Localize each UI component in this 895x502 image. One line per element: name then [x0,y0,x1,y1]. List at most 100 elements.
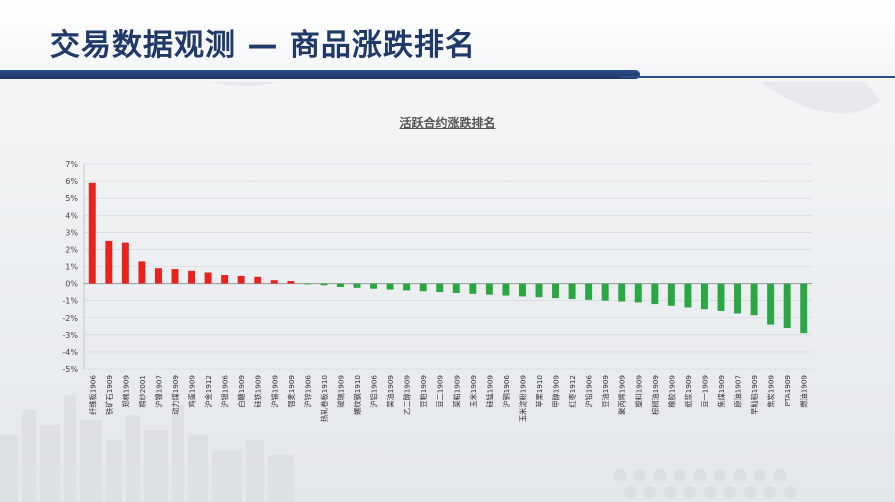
bar [138,261,146,284]
x-tick-label: 沪银1906 [221,375,230,408]
x-tick-label: 铁矿石1909 [105,375,114,415]
x-tick-label: 纤维板1906 [88,375,97,415]
x-tick-label: PTA1909 [783,375,792,407]
y-tick-label: 4% [65,211,78,220]
header: 交易数据观测 — 商品涨跌排名 [0,0,895,82]
x-tick-label: 螺纹钢1910 [353,375,362,415]
bar [800,283,808,334]
bar [601,283,609,301]
chart-title: 活跃合约涨跌排名 [399,116,496,130]
bar [336,283,344,287]
bar [734,283,742,314]
bar [750,283,758,316]
x-tick-label: 豆粕1909 [419,375,428,408]
x-tick-label: 纸浆1909 [684,375,693,408]
bar [651,283,659,305]
bar [403,283,411,291]
bar [552,283,560,299]
skyline-decoration [0,395,796,502]
bar [171,269,179,284]
y-tick-label: 7% [65,160,78,169]
x-tick-label: 豆二1909 [436,375,445,408]
y-tick-label: -1% [62,297,78,306]
bar [237,275,245,284]
bar [204,272,212,284]
bar [353,283,361,288]
bar [667,283,675,306]
y-tick-label: -2% [62,314,78,323]
bar [684,283,692,308]
x-tick-label: 玉米1909 [469,375,478,408]
bar [535,283,543,298]
x-tick-label: 甲醇1909 [552,375,561,408]
page-title: 交易数据观测 — 商品涨跌排名 [50,28,476,63]
x-tick-label: 焦煤1909 [717,375,726,408]
header-accent-line [620,76,895,78]
bar [767,283,775,325]
x-tick-label: 鸡蛋1909 [188,375,197,408]
bar [370,283,378,289]
y-tick-label: -3% [62,331,78,340]
x-tick-label: 聚丙烯1909 [618,375,627,415]
x-tick-label: 豆油1909 [601,375,610,408]
bar [386,283,394,290]
x-tick-label: 豆一1909 [700,375,709,408]
bar [254,276,262,284]
x-tick-label: 玻璃1909 [336,375,345,408]
bar [154,268,162,284]
x-tick-label: 郑棉1909 [121,375,130,408]
y-tick-label: -5% [62,365,78,374]
x-tick-label: 沪镍1907 [154,375,163,408]
y-tick-label: 5% [65,194,78,203]
bar [783,283,791,328]
bar [452,283,460,293]
x-tick-label: 红枣1912 [568,375,577,408]
x-tick-label: 沪铝1906 [370,375,379,408]
x-tick-label: 塑料1909 [634,375,643,408]
bar [419,283,427,292]
bar [88,182,96,284]
bar [436,283,444,293]
bar [320,283,328,286]
x-tick-label: 焦炭1909 [767,375,776,408]
bar [287,281,295,284]
bar [221,275,229,284]
bar [270,280,278,284]
x-tick-label: 燃油1909 [800,375,809,408]
x-tick-label: 原油1907 [734,375,743,408]
y-tick-label: 2% [65,245,78,254]
x-tick-label: 热轧卷板1910 [320,375,329,422]
bar [518,283,526,297]
x-tick-label: 苹果1910 [535,375,544,408]
x-tick-label: 乙二醇1909 [403,375,412,415]
x-tick-label: 动力煤1909 [171,375,180,415]
x-tick-label: 硅锰1909 [485,375,494,408]
bar [700,283,708,310]
bar [618,283,626,302]
x-tick-label: 白糖1909 [237,375,246,408]
bar [634,283,642,303]
x-tick-label: 棉纱2001 [138,375,147,408]
x-tick-label: 菜油1909 [386,375,395,408]
bar [485,283,493,295]
x-tick-label: 橡胶1909 [667,375,676,408]
y-tick-label: 0% [65,280,78,289]
bar [469,283,477,294]
x-tick-label: 沪锡1909 [270,375,279,408]
bar [121,242,129,284]
x-tick-label: 沪锌1906 [303,375,312,408]
x-tick-label: 棕榈油1909 [651,375,660,415]
y-tick-label: 6% [65,177,78,186]
header-accent-bar [0,70,640,79]
bar [105,240,113,284]
bar [717,283,725,311]
bar [568,283,576,299]
y-tick-label: 1% [65,263,78,272]
x-tick-label: 沪金1912 [204,375,213,408]
x-tick-label: 早籼稻1909 [750,375,759,415]
x-tick-label: 沪铜1906 [502,375,511,408]
bar [303,283,311,285]
x-tick-label: 强麦1909 [287,375,296,408]
